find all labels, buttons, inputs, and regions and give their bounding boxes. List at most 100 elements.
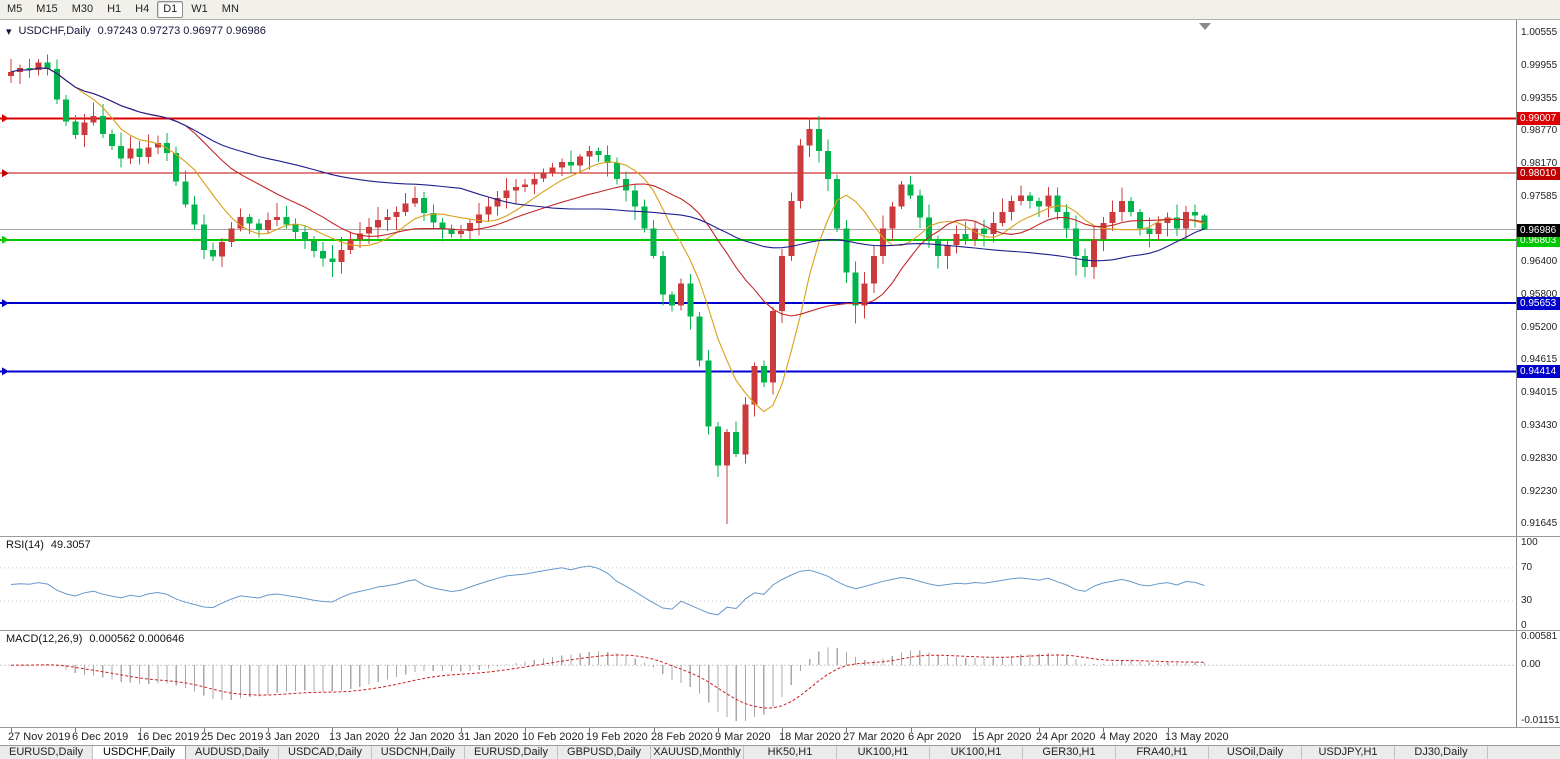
date-tick [782, 728, 783, 732]
timeframe-button-mn[interactable]: MN [215, 1, 245, 18]
chart-ohlc-values: 0.97243 0.97273 0.96977 0.96986 [97, 25, 266, 37]
date-label: 15 Apr 2020 [972, 731, 1032, 743]
price-axis-border [1516, 20, 1517, 727]
rsi-chart[interactable] [0, 537, 1516, 630]
line-anchor-icon[interactable] [2, 235, 9, 244]
line-anchor-icon[interactable] [2, 299, 9, 308]
date-label: 22 Jan 2020 [394, 731, 455, 743]
chart-tab[interactable]: HK50,H1 [744, 746, 837, 759]
macd-values: 0.000562 0.000646 [89, 633, 185, 645]
macd-axis-label: -0.01151 [1521, 715, 1560, 726]
price-axis-label: 0.97585 [1521, 190, 1558, 202]
chart-tab[interactable]: FRA40,H1 [1116, 746, 1209, 759]
macd-name: MACD(12,26,9) [6, 633, 83, 645]
rsi-value: 49.3057 [50, 539, 91, 551]
date-label: 27 Nov 2019 [8, 731, 71, 743]
date-tick [268, 728, 269, 732]
chart-tab[interactable]: USDJPY,H1 [1302, 746, 1395, 759]
date-tick [397, 728, 398, 732]
date-label: 19 Feb 2020 [586, 731, 648, 743]
price-axis-label: 0.94015 [1521, 387, 1558, 399]
chart-tab-bar: EURUSD,Daily USDCHF,Daily AUDUSD,Daily USDC… [0, 745, 1560, 759]
rsi-axis-label: 70 [1521, 561, 1533, 573]
chart-symbol-label: USDCHF,Daily [18, 25, 91, 37]
timeframe-button-h1[interactable]: H1 [101, 1, 128, 18]
date-label: 31 Jan 2020 [458, 731, 519, 743]
price-axis-label: 0.95200 [1521, 322, 1558, 334]
rsi-axis-label: 100 [1521, 537, 1538, 548]
price-chart[interactable] [0, 20, 1516, 536]
date-tick [11, 728, 12, 732]
chart-tab[interactable]: UK100,H1 [930, 746, 1023, 759]
price-axis-label: 0.92230 [1521, 485, 1558, 497]
candles [8, 54, 1208, 524]
ma-line-8 [10, 67, 1205, 413]
chart-tab[interactable]: USDCHF,Daily [93, 746, 186, 759]
rsi-label: RSI(14) 49.3057 [6, 539, 91, 551]
date-label: 24 Apr 2020 [1036, 731, 1096, 743]
chart-tab[interactable]: UK100,H1 [837, 746, 930, 759]
price-axis-label: 0.94615 [1521, 354, 1558, 366]
chart-tab[interactable]: EURUSD,Daily [0, 746, 93, 759]
timeframe-button-m15[interactable]: M15 [30, 1, 64, 18]
current-price-label: 0.96986 [1517, 223, 1560, 237]
date-tick [1039, 728, 1040, 732]
price-axis-label: 0.99355 [1521, 93, 1558, 105]
chart-tab[interactable]: USDCNH,Daily [372, 746, 465, 759]
rsi-line [10, 565, 1205, 616]
timeframe-button-w1[interactable]: W1 [185, 1, 214, 18]
timeframe-button-m30[interactable]: M30 [65, 1, 100, 18]
date-label: 28 Feb 2020 [651, 731, 713, 743]
date-tick [1103, 728, 1104, 732]
date-tick [718, 728, 719, 732]
date-tick [1168, 728, 1169, 732]
price-axis-label: 0.98170 [1521, 158, 1558, 170]
date-tick [332, 728, 333, 732]
chart-tab[interactable]: DJ30,Daily [1395, 746, 1488, 759]
date-label: 4 May 2020 [1100, 731, 1158, 743]
pane-separator[interactable] [0, 630, 1560, 631]
chart-tab[interactable]: AUDUSD,Daily [186, 746, 279, 759]
date-tick [654, 728, 655, 732]
pane-separator[interactable] [0, 536, 1560, 537]
date-tick [461, 728, 462, 732]
timeframe-button-h4[interactable]: H4 [129, 1, 156, 18]
timeframe-button-m5[interactable]: M5 [1, 1, 29, 18]
date-label: 18 Mar 2020 [779, 731, 841, 743]
price-axis-label: 0.93430 [1521, 419, 1558, 431]
macd-chart[interactable] [0, 631, 1516, 727]
price-axis-label: 0.95800 [1521, 289, 1558, 301]
chart-tab[interactable]: GER30,H1 [1023, 746, 1116, 759]
price-line-label: 0.95653 [1517, 297, 1560, 311]
chart-tab[interactable]: EURUSD,Daily [465, 746, 558, 759]
date-axis-border [0, 727, 1560, 728]
chart-tab[interactable]: USOil,Daily [1209, 746, 1302, 759]
line-anchor-icon[interactable] [2, 367, 9, 376]
price-line-label: 0.98010 [1517, 167, 1560, 181]
date-label: 9 Mar 2020 [715, 731, 771, 743]
date-label: 6 Apr 2020 [908, 731, 962, 743]
macd-label: MACD(12,26,9) 0.000562 0.000646 [6, 633, 184, 645]
price-axis-label: 0.98770 [1521, 125, 1558, 137]
chart-tab[interactable]: XAUUSD,Monthly [651, 746, 744, 759]
price-axis-label: 0.91645 [1521, 517, 1558, 529]
line-anchor-icon[interactable] [2, 114, 9, 123]
chart-shift-marker-icon[interactable] [1199, 23, 1211, 30]
date-axis[interactable]: 27 Nov 2019 6 Dec 2019 16 Dec 2019 25 Dec 2… [0, 727, 1560, 745]
date-label: 13 May 2020 [1165, 731, 1229, 743]
timeframe-bar: M5 M15 M30 H1 H4 D1 W1 MN [0, 0, 1560, 20]
date-label: 6 Dec 2019 [72, 731, 129, 743]
date-tick [204, 728, 205, 732]
date-label: 16 Dec 2019 [137, 731, 200, 743]
chart-tab[interactable]: GBPUSD,Daily [558, 746, 651, 759]
chart-tab[interactable]: USDCAD,Daily [279, 746, 372, 759]
rsi-axis-label: 0 [1521, 620, 1527, 631]
price-line-label: 0.94414 [1517, 365, 1560, 379]
date-tick [75, 728, 76, 732]
ma-line-20 [10, 67, 1205, 317]
macd-signal-line [10, 654, 1205, 709]
line-anchor-icon[interactable] [2, 169, 9, 178]
price-axis-label: 0.92830 [1521, 452, 1558, 464]
chart-dropdown-icon: ▾ [6, 26, 12, 38]
timeframe-button-d1[interactable]: D1 [157, 1, 184, 18]
